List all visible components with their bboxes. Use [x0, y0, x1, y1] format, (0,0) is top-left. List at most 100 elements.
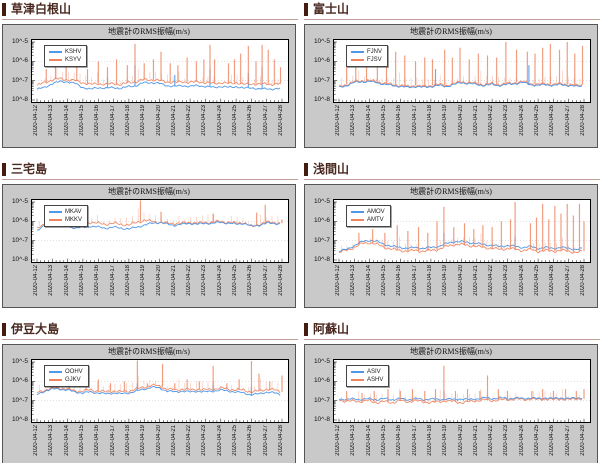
legend-line-swatch: [351, 59, 364, 61]
legend: MKAV MKKV: [44, 205, 89, 227]
legend-station-label: ASHV: [367, 377, 384, 383]
legend-station-label: KSYV: [65, 57, 82, 63]
y-tick-label: 10^-7: [11, 76, 28, 84]
x-tick-label: 2020-04-13: [350, 425, 357, 456]
x-tick-label: 2020-04-17: [109, 265, 116, 296]
y-tick-label: 10^-7: [11, 236, 28, 244]
x-tick-label: 2020-04-22: [186, 265, 193, 296]
volcano-name: 草津白根山: [11, 2, 72, 16]
panel-header: 浅間山: [304, 162, 600, 180]
x-tick-label: 2020-04-20: [155, 105, 162, 136]
legend-entry: OOHV: [49, 368, 83, 376]
plot-area: 10^-5 10^-6 10^-7 10^-8 2020-04-12 2020-04-13…: [305, 345, 597, 463]
x-tick-label: 2020-04-14: [365, 265, 372, 296]
legend-line-swatch: [351, 379, 364, 381]
series-line: [36, 80, 281, 91]
x-tick-label: 2020-04-17: [109, 425, 116, 456]
x-tick-label: 2020-04-18: [124, 425, 131, 456]
chart-title: 地震計のRMS振幅(m/s): [108, 347, 190, 356]
legend: AMOV AMTV: [346, 205, 391, 227]
chart-box: 地震計のRMS振幅(m/s) 10^-5 10^-6 10^-7 10^-8 2020-…: [2, 184, 296, 308]
x-tick-label: 2020-04-23: [201, 265, 208, 296]
volcano-name: 富士山: [313, 2, 350, 16]
y-tick-label: 10^-8: [11, 256, 28, 263]
legend: FJNV FJSV: [346, 45, 388, 67]
legend-line-swatch: [49, 379, 62, 381]
y-tick-label: 10^-8: [313, 96, 330, 103]
legend-entry: MKAV: [49, 208, 82, 216]
x-tick-label: 2020-04-27: [564, 265, 571, 296]
axis-ticks: [32, 41, 283, 102]
x-tick-label: 2020-04-26: [247, 105, 254, 136]
series-line: [36, 77, 281, 87]
plot-area: 10^-5 10^-6 10^-7 10^-8 2020-04-12 2020-04-13…: [3, 185, 295, 307]
legend-station-label: FJSV: [367, 57, 382, 63]
volcano-name: 三宅島: [11, 162, 48, 176]
legend-entry: GJKV: [49, 376, 83, 384]
chart-title: 地震計のRMS振幅(m/s): [410, 27, 492, 36]
x-tick-label: 2020-04-27: [564, 425, 571, 456]
legend-station-label: KSHV: [65, 49, 82, 55]
y-tick-label: 10^-5: [11, 198, 28, 205]
plot-area: 10^-5 10^-6 10^-7 10^-8 2020-04-12 2020-04-13…: [3, 25, 295, 147]
panel-izu-oshima: 伊豆大島 地震計のRMS振幅(m/s) 10^-5 10^-6 10^-7 10^-8…: [2, 322, 298, 463]
x-tick-label: 2020-04-16: [94, 105, 101, 136]
panel-header: 伊豆大島: [2, 322, 298, 340]
panel-aso: 阿蘇山 地震計のRMS振幅(m/s) 10^-5 10^-6 10^-7 10^-8 2…: [304, 322, 600, 463]
x-tick-label: 2020-04-16: [396, 425, 403, 456]
x-tick-label: 2020-04-21: [170, 105, 177, 136]
panel-header: 三宅島: [2, 162, 298, 180]
x-tick-label: 2020-04-21: [472, 425, 479, 456]
y-tick-label: 10^-5: [11, 38, 28, 45]
x-tick-label: 2020-04-21: [170, 425, 177, 456]
header-accent-bar: [2, 3, 6, 16]
x-tick-label: 2020-04-24: [216, 265, 223, 296]
x-tick-label: 2020-04-26: [549, 265, 556, 296]
axis-ticks: [334, 361, 585, 422]
x-tick-label: 2020-04-18: [124, 105, 131, 136]
panel-header: 富士山: [304, 2, 600, 20]
series-line: [338, 80, 583, 89]
legend-line-swatch: [49, 51, 62, 53]
x-tick-label: 2020-04-22: [488, 425, 495, 456]
x-tick-label: 2020-04-17: [411, 425, 418, 456]
legend-entry: ASHV: [351, 376, 383, 384]
plot-area: 10^-5 10^-6 10^-7 10^-8 2020-04-12 2020-04-13…: [305, 185, 597, 307]
x-tick-label: 2020-04-22: [186, 105, 193, 136]
axis-ticks: [32, 201, 283, 262]
chart-box: 地震計のRMS振幅(m/s) 10^-5 10^-6 10^-7 10^-8 2020-…: [304, 24, 598, 148]
x-tick-label: 2020-04-20: [457, 105, 464, 136]
chart-title: 地震計のRMS振幅(m/s): [410, 347, 492, 356]
y-tick-label: 10^-8: [313, 256, 330, 263]
x-tick-label: 2020-04-28: [278, 265, 284, 296]
series-line: [36, 221, 281, 231]
y-tick-label: 10^-7: [313, 236, 330, 244]
legend-station-label: AMOV: [367, 209, 385, 215]
header-accent-bar: [304, 323, 308, 336]
x-tick-label: 2020-04-24: [216, 425, 223, 456]
y-tick-label: 10^-5: [313, 198, 330, 205]
x-tick-label: 2020-04-20: [457, 265, 464, 296]
x-tick-label: 2020-04-20: [155, 265, 162, 296]
x-tick-label: 2020-04-23: [201, 105, 208, 136]
x-tick-label: 2020-04-13: [350, 265, 357, 296]
x-tick-label: 2020-04-20: [155, 425, 162, 456]
plot-area: 10^-5 10^-6 10^-7 10^-8 2020-04-12 2020-04-13…: [305, 25, 597, 147]
axis-ticks: [32, 361, 283, 422]
legend-line-swatch: [351, 211, 364, 213]
x-tick-label: 2020-04-13: [350, 105, 357, 136]
x-tick-label: 2020-04-22: [186, 425, 193, 456]
y-tick-label: 10^-6: [11, 217, 28, 225]
x-tick-label: 2020-04-15: [78, 425, 85, 456]
legend-station-label: FJNV: [367, 49, 382, 55]
header-accent-bar: [2, 163, 6, 176]
x-tick-label: 2020-04-14: [63, 425, 70, 456]
series-line: [338, 239, 583, 252]
legend-entry: FJNV: [351, 48, 382, 56]
panel-header: 阿蘇山: [304, 322, 600, 340]
series-line: [36, 385, 281, 397]
series-line: [338, 397, 583, 405]
x-tick-label: 2020-04-17: [411, 265, 418, 296]
legend-line-swatch: [49, 219, 62, 221]
